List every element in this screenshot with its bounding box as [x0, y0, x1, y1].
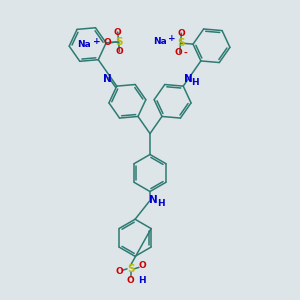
- Text: S: S: [115, 37, 122, 47]
- Text: Na: Na: [153, 37, 166, 46]
- Text: H: H: [157, 199, 164, 208]
- Text: H: H: [138, 276, 146, 285]
- Text: N: N: [184, 74, 193, 84]
- Text: -: -: [183, 48, 187, 57]
- Text: O: O: [178, 29, 185, 38]
- Text: O: O: [103, 38, 111, 47]
- Text: N: N: [103, 74, 112, 84]
- Text: Na: Na: [77, 40, 91, 49]
- Text: O: O: [114, 28, 122, 37]
- Text: O: O: [116, 267, 123, 276]
- Text: O: O: [174, 48, 182, 57]
- Text: S: S: [127, 264, 134, 274]
- Text: S: S: [177, 38, 184, 48]
- Text: O: O: [127, 276, 134, 285]
- Text: +: +: [93, 37, 101, 46]
- Text: H: H: [191, 78, 199, 87]
- Text: O: O: [116, 47, 123, 56]
- Text: N: N: [149, 196, 158, 206]
- Text: +: +: [169, 34, 176, 43]
- Text: O: O: [138, 261, 146, 270]
